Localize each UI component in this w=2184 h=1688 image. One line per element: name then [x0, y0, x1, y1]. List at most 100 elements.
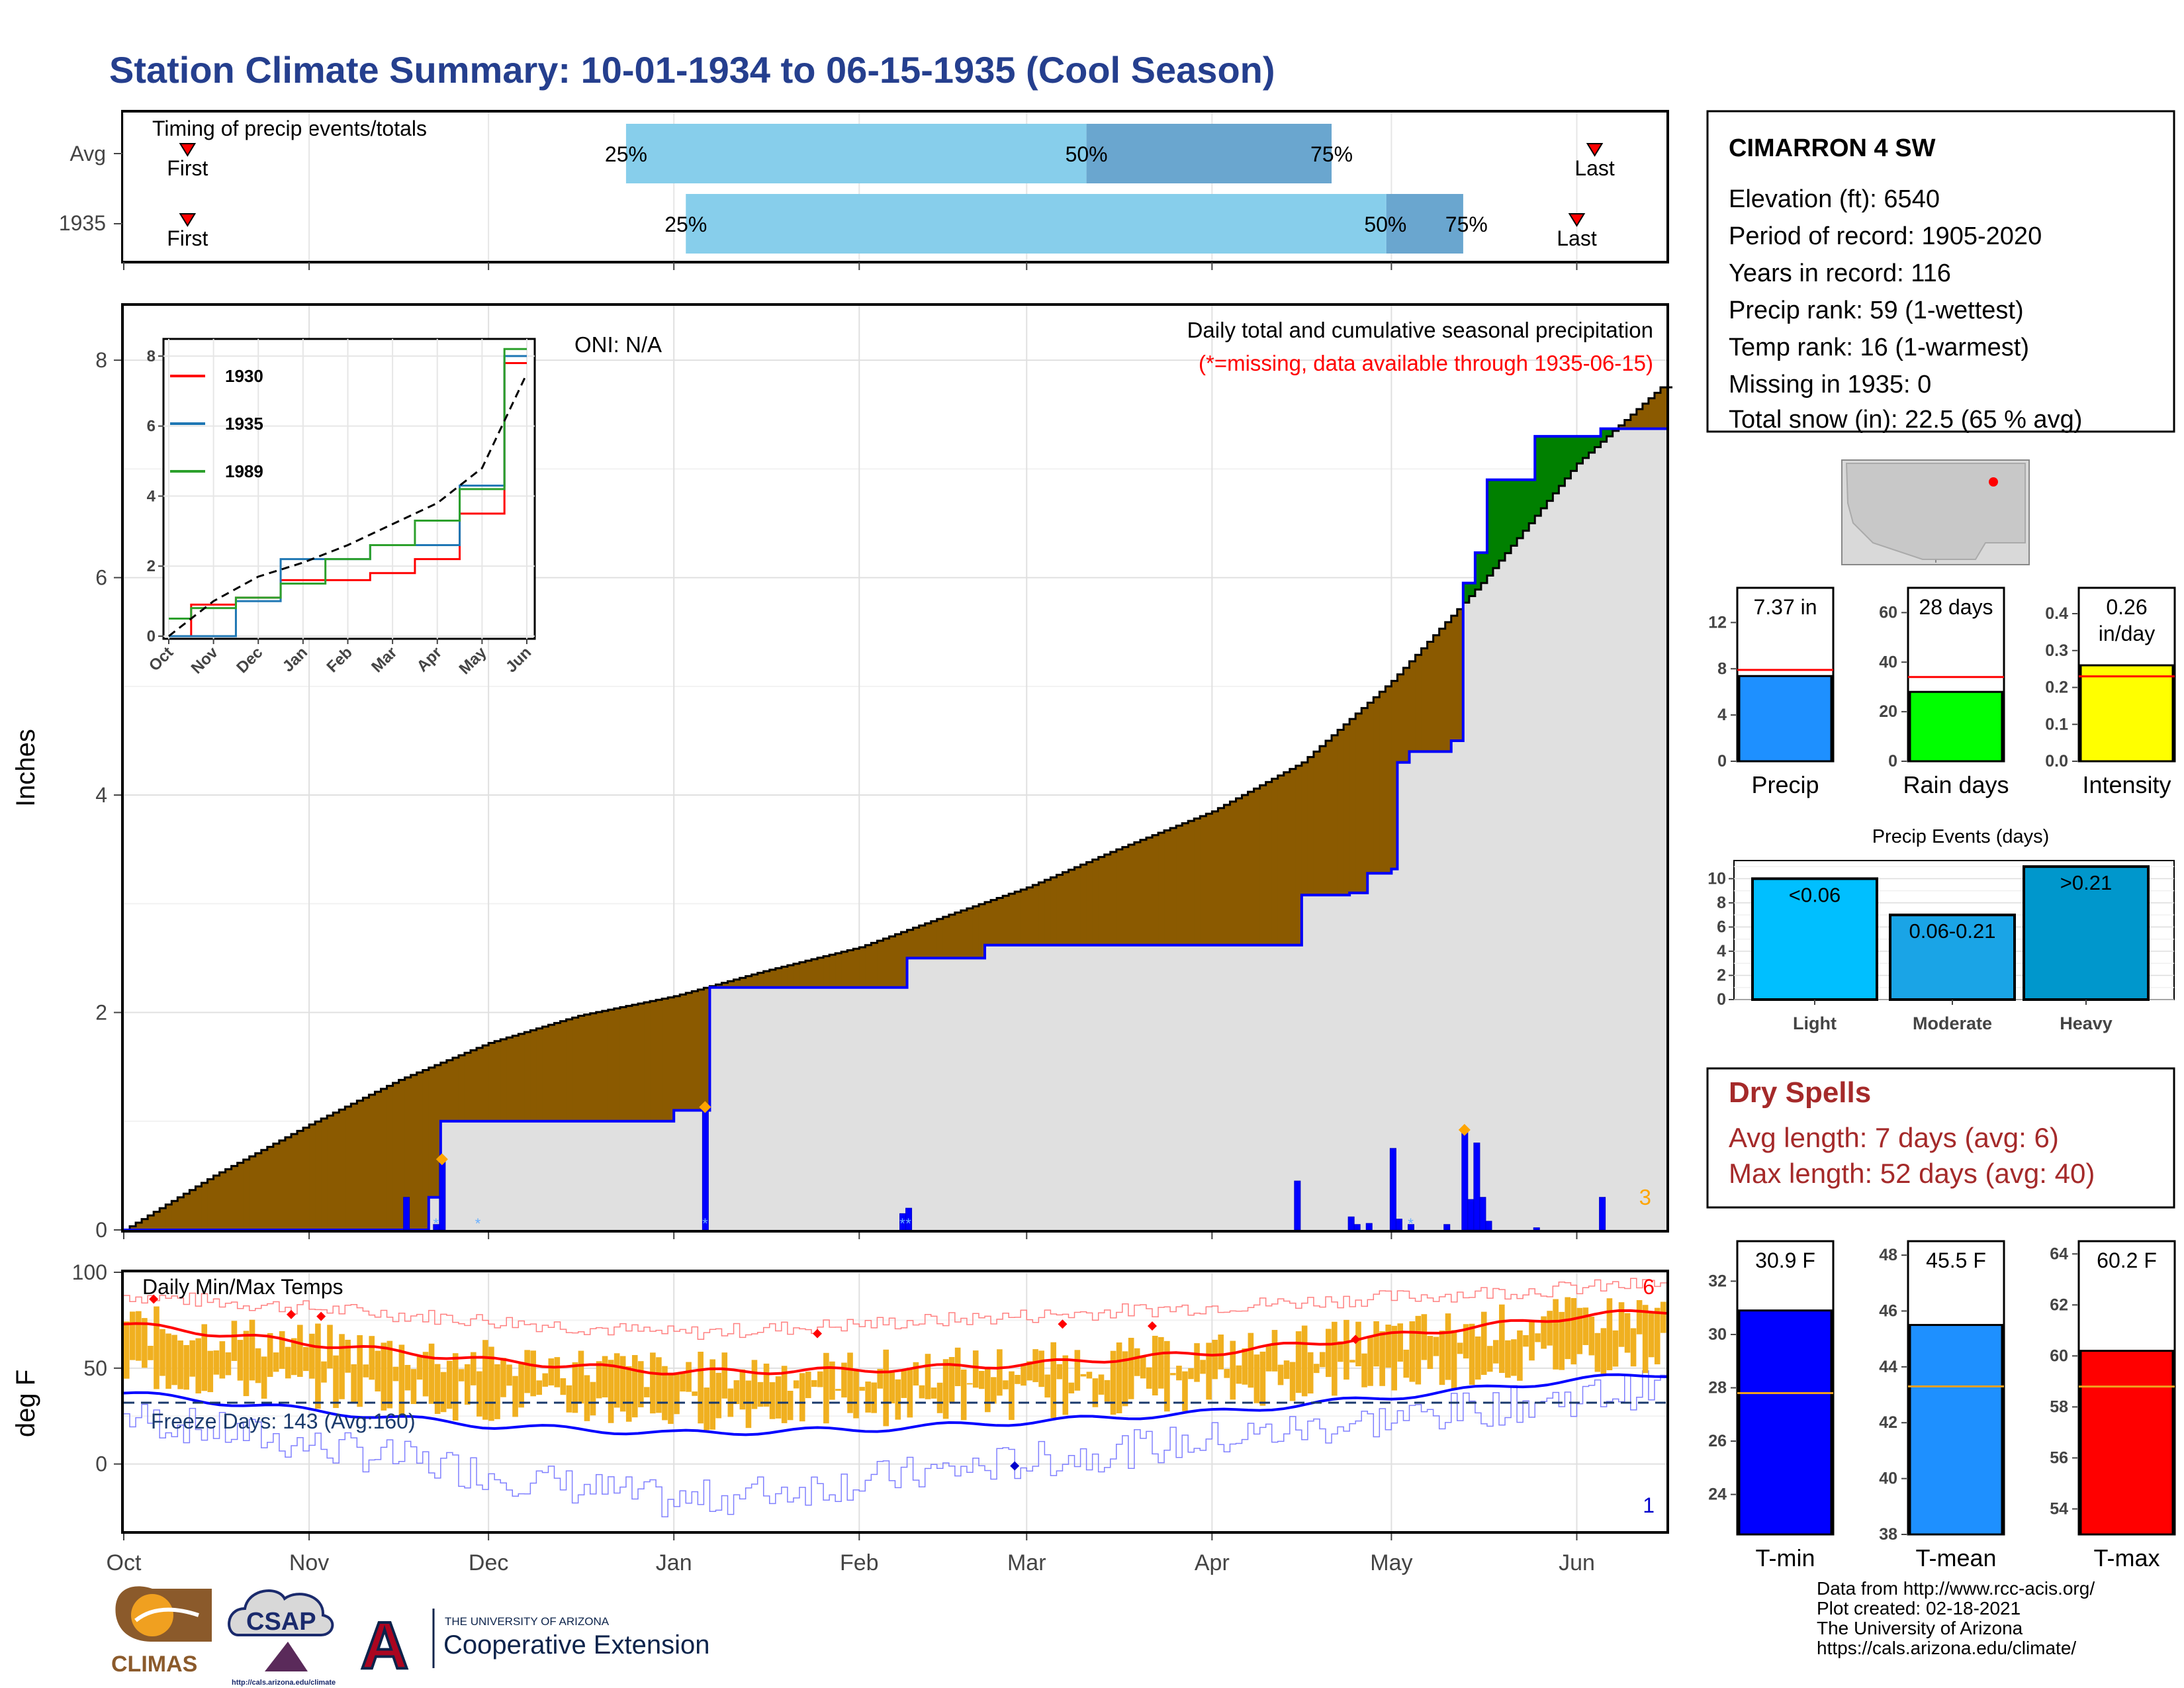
precip-deficit-area — [733, 979, 741, 988]
precip-deficit-area — [721, 982, 729, 988]
cumulative-base-area — [853, 987, 860, 1230]
precip-deficit-area — [793, 963, 800, 988]
intensity-summary-y-tick-label: 0.4 — [2045, 604, 2068, 623]
precip-deficit-area — [488, 1043, 495, 1121]
daily-temp-bar — [1218, 1335, 1224, 1370]
precip-deficit-area — [811, 959, 818, 988]
timing-label-25: 25% — [605, 142, 647, 166]
daily-temp-bar — [913, 1362, 919, 1386]
daily-temp-bar — [817, 1371, 823, 1387]
cumulative-base-area — [775, 987, 782, 1230]
precip-deficit-area — [895, 934, 902, 988]
precip-deficit-area — [1253, 788, 1261, 945]
daily-temp-bar — [1570, 1297, 1577, 1365]
daily-temp-bar — [261, 1356, 267, 1399]
daily-temp-bar — [631, 1355, 638, 1418]
tmax-summary-y-tick-label: 56 — [2050, 1448, 2068, 1467]
daily-temp-bar — [273, 1352, 279, 1372]
daily-temp-bar — [1200, 1360, 1206, 1374]
cumulative-base-area — [698, 1110, 704, 1230]
daily-temp-bar — [668, 1374, 674, 1425]
cumulative-base-area — [978, 958, 985, 1230]
cumulative-base-area — [1612, 430, 1619, 1230]
tmean-summary-bar — [1909, 1324, 2003, 1536]
daily-temp-bar — [769, 1382, 776, 1419]
precip-deficit-area — [1200, 816, 1206, 945]
first-marker-icon — [179, 213, 197, 227]
tmax-summary-bar — [2079, 1350, 2174, 1536]
cumulative-base-area — [1301, 895, 1308, 1230]
dry-spells-title: Dry Spells — [1729, 1076, 1871, 1109]
precip-deficit-area — [345, 1106, 351, 1230]
daily-precip-bar — [1389, 1148, 1396, 1231]
daily-temp-bar — [1062, 1355, 1069, 1415]
rain-days-summary-value-text: 28 days — [1919, 595, 1993, 619]
cumulative-base-area — [1547, 500, 1553, 1230]
snow-day-marker: * — [702, 1215, 708, 1232]
precip-deficit-area — [333, 1112, 340, 1230]
cumulative-base-area — [1576, 463, 1584, 1231]
precip-y-tick-label: 8 — [95, 348, 107, 372]
cumulative-base-area — [1283, 945, 1291, 1230]
daily-temp-bar — [1379, 1331, 1385, 1386]
daily-temp-bar — [1505, 1340, 1511, 1378]
timing-last-label: Last — [1574, 156, 1615, 180]
precip-deficit-area — [1224, 804, 1231, 945]
daily-temp-bar — [721, 1352, 728, 1399]
precip-deficit-area — [1271, 778, 1279, 945]
cumulative-base-area — [1080, 945, 1087, 1230]
dry-spells-frame — [1706, 1067, 2175, 1209]
precip-deficit-area — [769, 969, 776, 988]
precip-deficit-area — [1044, 880, 1052, 945]
cumulative-base-area — [1194, 945, 1201, 1230]
events-category-label: Moderate — [1913, 1013, 1992, 1033]
daily-temp-bar — [751, 1360, 758, 1409]
info-line-years: Years in record: 116 — [1729, 259, 1951, 287]
cumulative-base-area — [823, 987, 830, 1230]
precip-deficit-area — [1230, 801, 1237, 945]
precip-deficit-area — [410, 1074, 418, 1230]
precip-deficit-area — [602, 1011, 609, 1121]
inset-y-tick-label: 2 — [147, 557, 156, 575]
precip-deficit-area — [1373, 697, 1380, 874]
cumulative-base-area — [572, 1121, 579, 1230]
cumulative-base-area — [488, 1121, 495, 1230]
daily-temp-bar — [363, 1364, 369, 1378]
daily-temp-bar — [1224, 1368, 1230, 1378]
events-y-tick-label: 8 — [1717, 894, 1726, 912]
daily-precip-bar — [1294, 1180, 1301, 1231]
daily-precip-bar — [1485, 1221, 1492, 1231]
precip-deficit-area — [1050, 877, 1058, 945]
precip-deficit-area — [1188, 821, 1195, 945]
daily-temp-bar — [1259, 1351, 1266, 1406]
cumulative-base-area — [913, 958, 920, 1230]
intensity-summary-y-tick-label: 0.1 — [2045, 715, 2068, 733]
cumulative-base-area — [1038, 945, 1045, 1230]
precip-deficit-area — [578, 1015, 585, 1121]
record-low-marker — [1010, 1461, 1020, 1471]
daily-temp-bar — [715, 1372, 722, 1419]
daily-temp-bar — [1003, 1380, 1009, 1389]
daily-temp-bar — [285, 1346, 291, 1379]
precip-deficit-area — [966, 908, 974, 959]
precip-deficit-area — [1421, 648, 1428, 752]
cumulative-base-area — [1188, 945, 1195, 1230]
cumulative-base-area — [1391, 868, 1398, 1230]
cumulative-base-area — [871, 987, 878, 1230]
cumulative-base-area — [817, 987, 824, 1230]
cumulative-base-area — [692, 1110, 698, 1230]
precip-surplus-area — [1559, 436, 1566, 487]
precip-summary-label: Precip — [1751, 771, 1819, 798]
cumulative-base-area — [644, 1121, 651, 1230]
cumulative-base-area — [1146, 945, 1153, 1230]
inset-legend-label: 1989 — [225, 461, 263, 481]
daily-precip-bar — [702, 1106, 709, 1231]
precip-deficit-area — [243, 1159, 250, 1230]
daily-temp-bar — [309, 1333, 315, 1379]
cumulative-base-area — [650, 1121, 657, 1230]
cumulative-base-area — [733, 987, 741, 1230]
precip-corner-count: 3 — [1639, 1185, 1651, 1209]
daily-temp-bar — [422, 1352, 429, 1397]
rain-days-summary-y-tick-label: 60 — [1879, 603, 1897, 622]
events-title: Precip Events (days) — [1872, 826, 2050, 847]
